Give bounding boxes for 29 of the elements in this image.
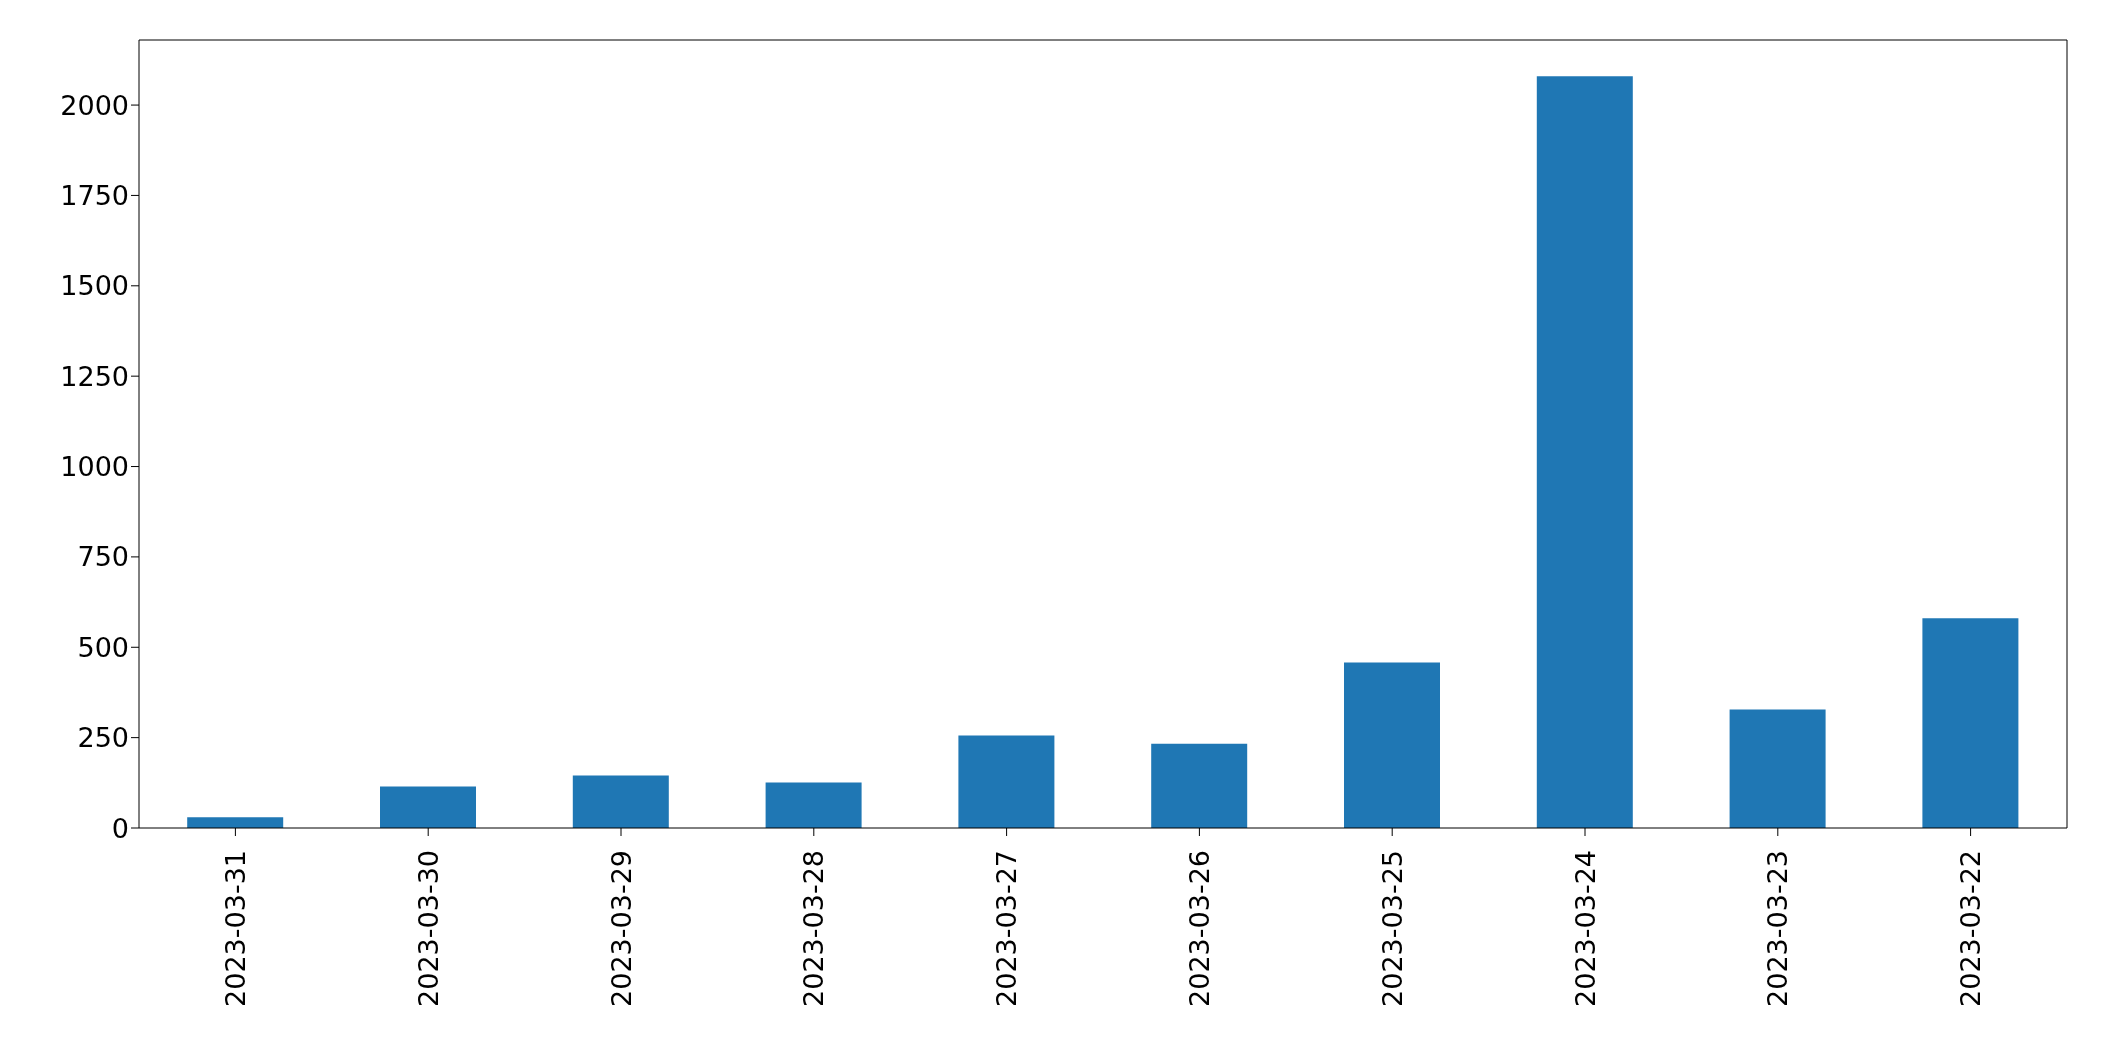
x-tick-label: 2023-03-24 [1569,850,1601,1007]
bar [958,735,1055,828]
bar [1151,743,1248,828]
x-tick-label: 2023-03-22 [1955,850,1987,1007]
y-tick-label: 250 [77,722,129,754]
x-tick-label: 2023-03-30 [412,850,444,1007]
y-tick-label: 0 [111,812,129,844]
bar [1536,76,1633,828]
y-tick-label: 750 [77,541,129,573]
y-tick-label: 500 [77,631,129,663]
x-tick-label: 2023-03-29 [605,850,637,1007]
bar [187,817,284,828]
bar [380,786,476,828]
x-tick-label: 2023-03-23 [1762,850,1794,1007]
y-tick-label: 2000 [60,89,129,121]
x-tick-label: 2023-03-25 [1376,850,1408,1007]
x-tick-label: 2023-03-28 [798,850,830,1007]
bar [1922,618,2019,828]
y-tick-label: 1500 [60,270,129,302]
bar [572,775,669,828]
x-tick-label: 2023-03-26 [1183,850,1215,1007]
bar [1729,709,1826,828]
bar [765,782,862,828]
y-tick-label: 1000 [60,451,129,483]
x-tick-label: 2023-03-27 [991,850,1023,1007]
x-tick-label: 2023-03-31 [219,850,251,1007]
y-tick-label: 1750 [60,180,129,212]
y-tick-label: 1250 [60,360,129,392]
bar [1344,662,1440,828]
